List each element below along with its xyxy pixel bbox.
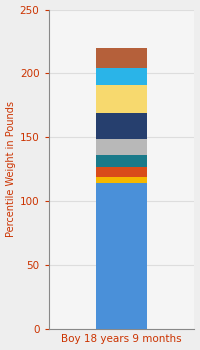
Bar xyxy=(96,68,147,85)
Bar xyxy=(96,177,147,183)
Bar xyxy=(96,48,147,68)
Bar xyxy=(96,85,147,113)
Bar xyxy=(96,167,147,177)
Bar xyxy=(96,139,147,155)
Bar xyxy=(96,183,147,329)
Bar xyxy=(96,155,147,167)
Y-axis label: Percentile Weight in Pounds: Percentile Weight in Pounds xyxy=(6,101,16,237)
Bar xyxy=(96,113,147,139)
